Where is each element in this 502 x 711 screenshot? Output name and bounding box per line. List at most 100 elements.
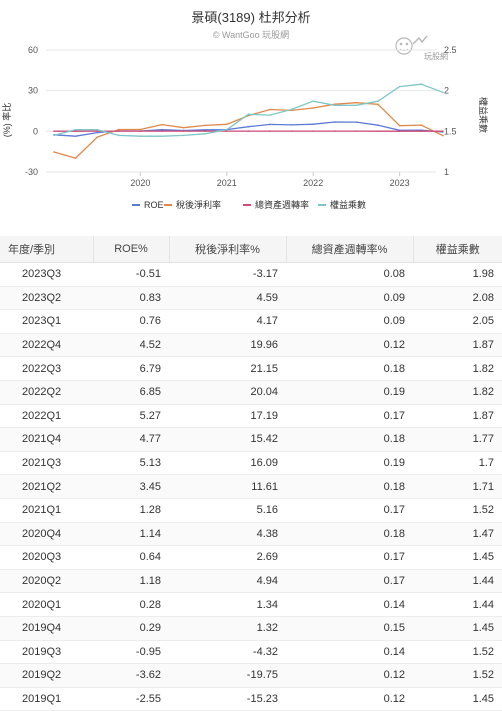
y-right-tick-label: 2.5 [444, 45, 457, 55]
grid-lines [46, 50, 436, 172]
column-header-net-margin[interactable]: 稅後淨利率% [169, 236, 286, 263]
data-point [269, 114, 271, 116]
cell-asset-turnover: 0.17 [286, 498, 413, 522]
y-axis-left-title: (%) 率比 [1, 103, 12, 138]
cell-net-margin: 4.59 [169, 286, 286, 310]
cell-asset-turnover: 0.14 [286, 593, 413, 617]
y-left-tick-label: 30 [28, 86, 38, 96]
cell-roe: 3.45 [93, 475, 169, 499]
cell-roe: -0.51 [93, 263, 169, 287]
cell-period: 2021Q3 [0, 451, 93, 475]
cell-roe: 0.83 [93, 286, 169, 310]
legend-item[interactable]: ROE [132, 200, 164, 210]
cell-asset-turnover: 0.17 [286, 569, 413, 593]
cell-net-margin: 4.94 [169, 569, 286, 593]
x-tick-label: 2021 [217, 178, 237, 188]
cell-roe: 5.13 [93, 451, 169, 475]
data-point [96, 132, 98, 134]
cell-equity-multiplier: 2.08 [413, 286, 502, 310]
cell-equity-multiplier: 1.45 [413, 616, 502, 640]
cell-asset-turnover: 0.09 [286, 286, 413, 310]
cell-net-margin: -3.17 [169, 263, 286, 287]
cell-net-margin: -15.23 [169, 687, 286, 711]
column-header-roe[interactable]: ROE% [93, 236, 169, 263]
data-point [118, 129, 120, 131]
cell-period: 2022Q1 [0, 404, 93, 428]
cell-period: 2023Q3 [0, 263, 93, 287]
legend-item[interactable]: 權益乘數 [318, 199, 366, 210]
data-point [118, 130, 120, 132]
cell-net-margin: 4.17 [169, 310, 286, 334]
cell-asset-turnover: 0.15 [286, 616, 413, 640]
data-point [399, 86, 401, 88]
data-point [204, 125, 206, 127]
data-point [442, 135, 444, 137]
cell-net-margin: 21.15 [169, 357, 286, 381]
data-point [204, 133, 206, 135]
cell-period: 2019Q4 [0, 616, 93, 640]
data-point [248, 126, 250, 128]
cell-equity-multiplier: 1.45 [413, 546, 502, 570]
cell-roe: 4.77 [93, 428, 169, 452]
cell-period: 2019Q1 [0, 687, 93, 711]
data-point [183, 130, 185, 132]
cell-asset-turnover: 0.12 [286, 333, 413, 357]
data-point [291, 124, 293, 126]
cell-equity-multiplier: 1.44 [413, 593, 502, 617]
data-point [140, 135, 142, 137]
data-point [269, 124, 271, 126]
data-point [442, 130, 444, 132]
y-left-tick-label: -30 [25, 167, 38, 177]
cell-net-margin: 4.38 [169, 522, 286, 546]
data-point [75, 129, 77, 131]
cell-period: 2019Q3 [0, 640, 93, 664]
data-point [161, 129, 163, 131]
cell-asset-turnover: 0.12 [286, 664, 413, 688]
data-point [420, 130, 422, 132]
legend-label: ROE [144, 200, 164, 210]
legend-item[interactable]: 總資產週轉率 [243, 199, 309, 210]
cell-period: 2020Q2 [0, 569, 93, 593]
data-point [377, 124, 379, 126]
data-point [53, 151, 55, 153]
cell-equity-multiplier: 1.44 [413, 569, 502, 593]
cell-equity-multiplier: 1.52 [413, 640, 502, 664]
data-point [312, 100, 314, 102]
cell-roe: 6.85 [93, 380, 169, 404]
column-header-period[interactable]: 年度/季別 [0, 236, 93, 263]
cell-net-margin: 19.96 [169, 333, 286, 357]
column-header-asset-turnover[interactable]: 總資產週轉率% [286, 236, 413, 263]
cell-period: 2023Q1 [0, 310, 93, 334]
cell-roe: 5.27 [93, 404, 169, 428]
cell-net-margin: 20.04 [169, 380, 286, 404]
data-point [140, 130, 142, 132]
cell-roe: -2.55 [93, 687, 169, 711]
column-header-equity-multiplier[interactable]: 權益乘數 [413, 236, 502, 263]
cell-roe: 0.64 [93, 546, 169, 570]
cell-asset-turnover: 0.08 [286, 263, 413, 287]
cell-asset-turnover: 0.12 [286, 687, 413, 711]
cell-roe: -0.95 [93, 640, 169, 664]
legend-item[interactable]: 稅後淨利率 [164, 199, 221, 210]
y-axis-right-title: 權益乘數 [478, 97, 489, 133]
cell-net-margin: 17.19 [169, 404, 286, 428]
data-point [161, 124, 163, 126]
cell-asset-turnover: 0.19 [286, 451, 413, 475]
data-point [420, 83, 422, 85]
data-point [399, 125, 401, 127]
data-point [269, 130, 271, 132]
data-point [248, 130, 250, 132]
data-point [204, 130, 206, 132]
data-point [356, 130, 358, 132]
